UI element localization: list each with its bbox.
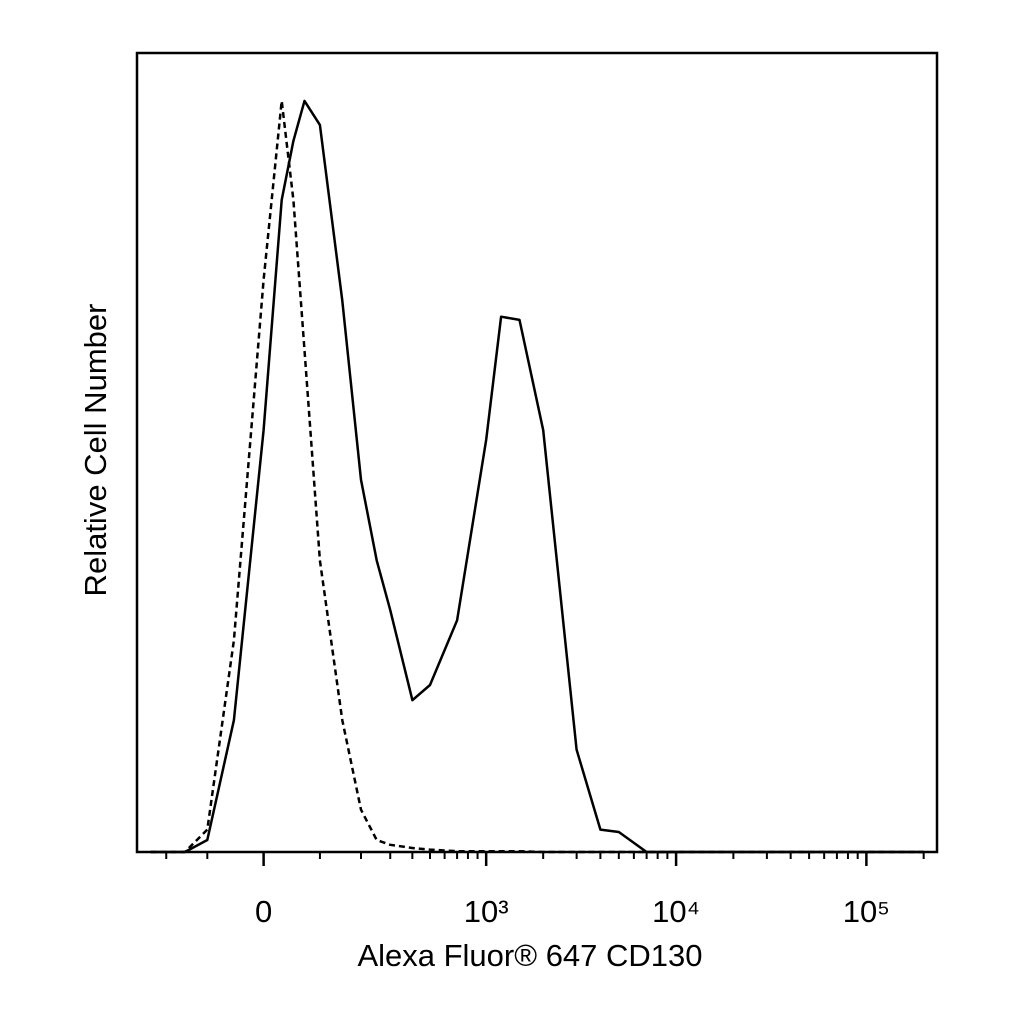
- x-tick-label: 10³: [464, 894, 509, 929]
- x-axis-label: Alexa Fluor® 647 CD130: [357, 938, 702, 973]
- plot-frame: [135, 51, 939, 854]
- x-tick-label: 10⁴: [652, 894, 700, 929]
- x-tick-label: 10⁵: [843, 894, 890, 929]
- y-axis-label: Relative Cell Number: [78, 304, 113, 597]
- x-tick-label: 0: [255, 894, 272, 929]
- dashed-line: [150, 99, 924, 854]
